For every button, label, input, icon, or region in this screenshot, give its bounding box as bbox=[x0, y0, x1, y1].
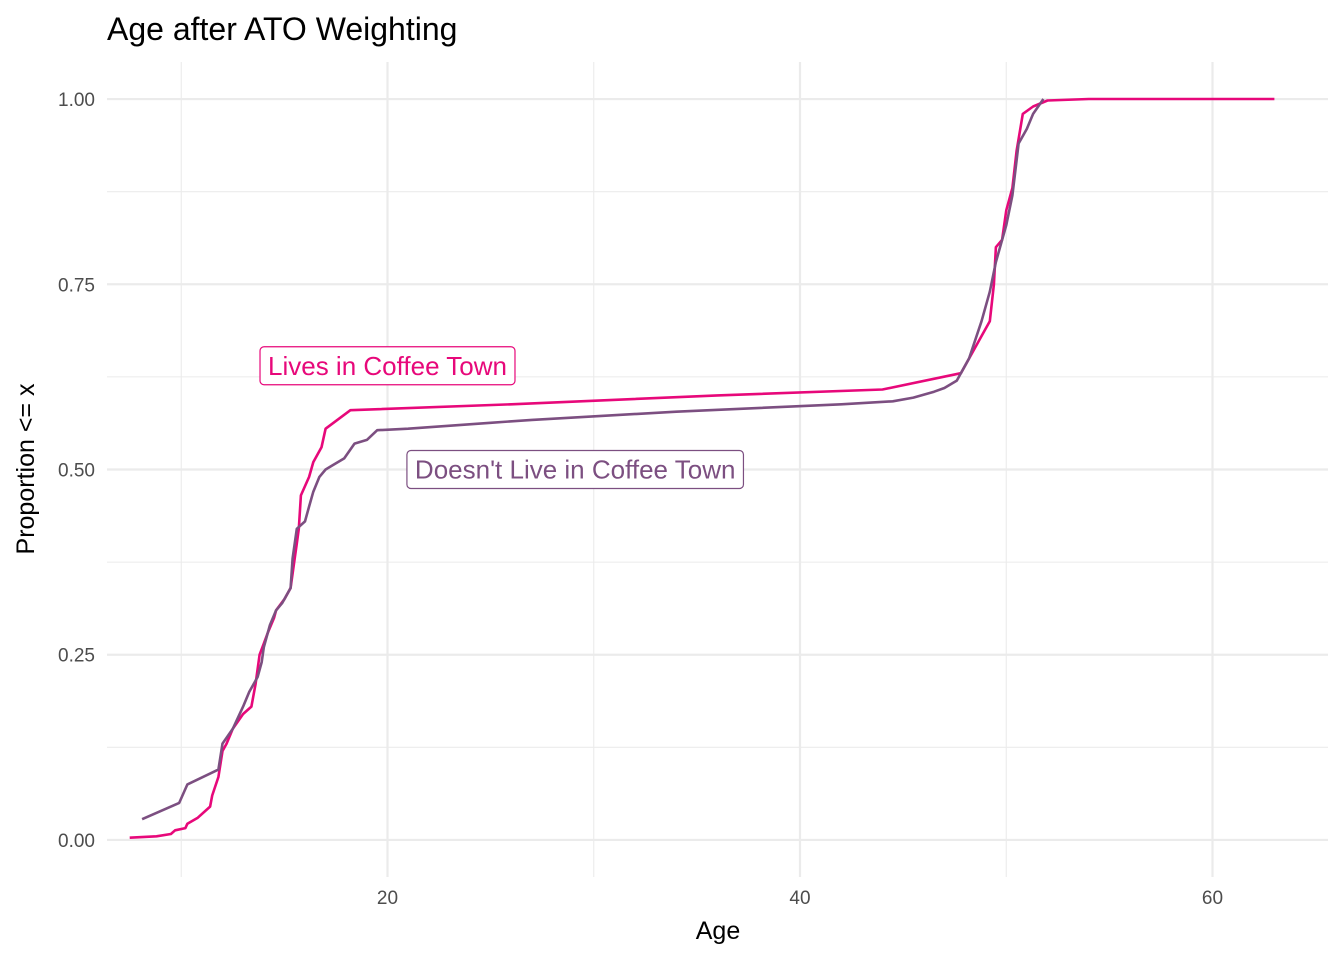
label-lives-in-coffee-town: Lives in Coffee Town bbox=[259, 346, 516, 386]
y-tick-label: 1.00 bbox=[58, 90, 95, 111]
series-line-doesnt-live-in-coffee-town bbox=[141, 98, 1045, 821]
y-axis-title: Proportion <= x bbox=[12, 383, 40, 554]
label-box bbox=[259, 346, 516, 386]
direct-labels: Lives in Coffee Town Doesn't Live in Coff… bbox=[259, 346, 745, 490]
chart-title: Age after ATO Weighting bbox=[107, 11, 457, 47]
y-tick-label: 0.75 bbox=[58, 275, 95, 296]
y-tick-label: 0.00 bbox=[58, 831, 95, 852]
label-doesnt-live-in-coffee-town: Doesn't Live in Coffee Town bbox=[406, 449, 745, 490]
y-axis-ticks: 0.00 0.25 0.50 0.75 1.00 bbox=[58, 90, 95, 852]
label-text: Lives in Coffee Town bbox=[268, 351, 507, 381]
series-lines bbox=[129, 97, 1275, 839]
x-axis-ticks: 20 40 60 bbox=[377, 888, 1223, 909]
y-tick-label: 0.25 bbox=[58, 646, 95, 667]
y-tick-label: 0.50 bbox=[58, 461, 95, 482]
x-axis-title: Age bbox=[696, 917, 740, 945]
label-box bbox=[406, 449, 745, 490]
x-tick-label: 20 bbox=[377, 888, 398, 909]
x-tick-label: 40 bbox=[789, 888, 810, 909]
label-text: Doesn't Live in Coffee Town bbox=[415, 455, 736, 485]
x-tick-label: 60 bbox=[1202, 888, 1223, 909]
